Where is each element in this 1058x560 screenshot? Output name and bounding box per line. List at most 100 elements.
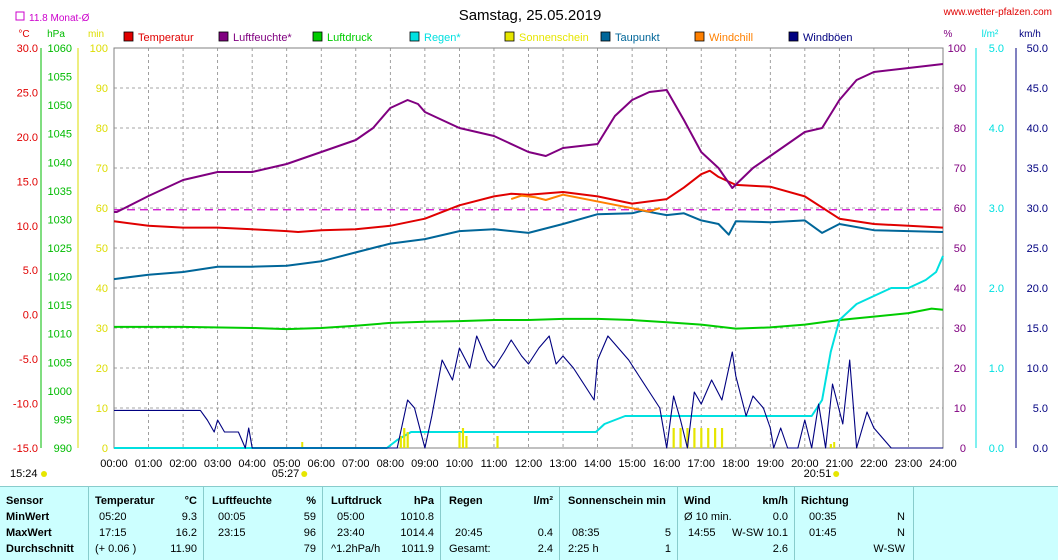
sunshine-bar [829,444,832,448]
month-avg-label: 11.8 Monat-Ø [29,13,90,24]
stats-unit: % [306,495,316,507]
x-tick-label: 18:00 [722,458,750,470]
stats-time: Gesamt: [449,543,491,555]
sun-icon [833,471,840,477]
stats-col-humidity: Luftfeuchte % 00:05 59 23:15 96 79 [204,487,323,560]
pressure-tick-label: 1000 [48,386,72,398]
temperature-tick-label: 30.0 [17,43,38,55]
stats-header-sunshine: Sonnenschein min [568,495,666,507]
sunshine-tick-label: 40 [96,283,108,295]
rain-tick-label: 4.0 [989,123,1004,135]
sunshine-tick-label: 70 [96,163,108,175]
stats-col-pressure: Luftdruck hPa 05:00 1010.8 23:40 1014.4 … [323,487,441,560]
stats-time: 14:55 [688,527,716,539]
humidity-tick-label: 80 [954,123,966,135]
x-tick-label: 04:00 [238,458,266,470]
x-tick-label: 21:00 [826,458,854,470]
stats-value: 2.4 [537,543,553,555]
x-tick-label: 19:00 [757,458,785,470]
stats-unit: °C [184,495,197,507]
humidity-tick-label: 100 [948,43,966,55]
pressure-tick-label: 1010 [48,329,72,341]
sunshine-tick-label: 80 [96,123,108,135]
humidity-tick-label: 30 [954,323,966,335]
sunshine-bar [496,436,499,448]
luftdruck-line [114,307,944,331]
x-tick-label: 22:00 [860,458,888,470]
legend-swatch [123,31,134,42]
stats-time: ^1.2hPa/h [331,543,381,555]
temperature-tick-label: 20.0 [17,132,38,144]
stats-time: 08:35 [572,527,600,539]
stats-col-direction: Richtung 00:35 N 01:45 N W-SW [795,487,914,560]
stats-header-sensor: Sensor [6,495,44,507]
sun-icon [301,471,308,477]
statistics-table: Sensor MinWert MaxWert Durchschnitt Temp… [0,486,1058,560]
x-tick-label: 01:00 [135,458,163,470]
sunshine-tick-label: 100 [90,43,108,55]
sunshine-bar [720,428,724,448]
axis-unit-left: hPa [47,29,65,40]
chart-title: Samstag, 25.05.2019 [459,7,602,24]
x-tick-label: 23:00 [895,458,923,470]
sunshine-bar [399,436,402,448]
legend-label: Luftfeuchte* [233,32,292,44]
humidity-tick-label: 50 [954,243,966,255]
stats-row-label: MinWert [6,511,50,523]
x-tick-label: 13:00 [549,458,577,470]
x-tick-label: 00:00 [100,458,128,470]
stats-time: 23:40 [337,527,365,539]
stats-col-sunshine: Sonnenschein min 08:35 5 2:25 h 1 [560,487,678,560]
stats-value: 11.90 [170,543,197,555]
temperature-tick-label: 25.0 [17,87,38,99]
wind-tick-label: 5.0 [1033,403,1048,415]
pressure-tick-label: 1050 [48,100,72,112]
stats-time: 23:15 [218,527,246,539]
pressure-tick-label: 1030 [48,214,72,226]
windchill-line [510,193,661,213]
wind-tick-label: 50.0 [1027,43,1048,55]
humidity-tick-label: 90 [954,83,966,95]
rain-tick-label: 2.0 [989,283,1004,295]
legend-swatch [504,31,515,42]
stats-header-temperature: Temperatur [95,495,155,507]
stats-value: 59 [303,511,316,523]
stats-value: N [897,511,905,523]
luftfeuchte-line [114,63,944,213]
pressure-tick-label: 1025 [48,243,72,255]
stats-time: 00:05 [218,511,246,523]
x-tick-label: 05:00 [273,458,301,470]
temperature-tick-label: 5.0 [23,265,38,277]
stats-time: (+ 0.06 ) [95,543,137,555]
temperature-tick-label: -5.0 [19,354,38,366]
stats-value: 16.2 [175,527,197,539]
rain-tick-label: 5.0 [989,43,1004,55]
legend-label: Windchill [709,32,753,44]
legend-swatch [788,31,799,42]
stats-unit: l/m² [533,495,553,507]
pressure-tick-label: 1040 [48,157,72,169]
stats-value: 9.3 [181,511,197,523]
sunshine-bar [406,432,409,448]
rain-tick-label: 0.0 [989,443,1004,455]
stats-header-rain: Regen [449,495,483,507]
current-time-label: 15:24 [10,468,38,480]
x-tick-label: 16:00 [653,458,681,470]
wind-tick-label: 20.0 [1027,283,1048,295]
pressure-tick-label: 1060 [48,43,72,55]
axis-unit-left: min [88,29,104,40]
sunshine-bar [714,428,717,448]
x-tick-label: 06:00 [307,458,335,470]
x-tick-label: 03:00 [204,458,232,470]
wind-tick-label: 0.0 [1033,443,1048,455]
axis-unit-right: % [944,29,953,40]
wind-tick-label: 25.0 [1027,243,1048,255]
x-tick-label: 17:00 [687,458,715,470]
stats-time: 17:15 [99,527,127,539]
legend-label: Temperatur [138,32,194,44]
temperature-tick-label: 0.0 [23,310,38,322]
x-tick-label: 07:00 [342,458,370,470]
stats-value: 0.4 [537,527,553,539]
stats-time: 05:20 [99,511,127,523]
wind-tick-label: 35.0 [1027,163,1048,175]
